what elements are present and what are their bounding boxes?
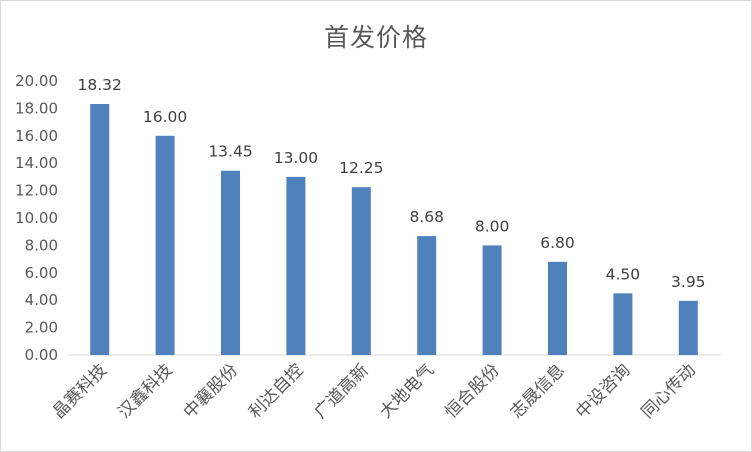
y-tick-label: 20.00 — [15, 72, 58, 90]
y-tick-label: 16.00 — [15, 127, 58, 145]
x-category-label: 恒合股份 — [441, 360, 503, 422]
bar — [90, 104, 110, 356]
y-tick-label: 12.00 — [15, 182, 58, 200]
chart-title: 首发价格 — [323, 23, 428, 52]
data-label: 13.45 — [208, 143, 252, 161]
data-label: 16.00 — [143, 108, 187, 126]
x-category-label: 志晟信息 — [507, 360, 569, 422]
data-label: 3.95 — [671, 273, 706, 291]
y-tick-label: 18.00 — [15, 99, 58, 117]
bar — [678, 300, 698, 355]
x-category-label: 中设咨询 — [572, 360, 634, 422]
y-tick-label: 4.00 — [25, 291, 58, 309]
bar — [482, 245, 502, 355]
y-tick-label: 8.00 — [25, 236, 58, 254]
y-tick-label: 14.00 — [15, 154, 58, 172]
bar — [286, 176, 306, 355]
x-category-label: 利达自控 — [245, 360, 307, 422]
x-category-label: 晶赛科技 — [48, 360, 111, 423]
x-category-label: 中襄股份 — [179, 360, 242, 423]
x-category-label: 广道高新 — [311, 360, 373, 422]
bar — [155, 135, 175, 355]
bar — [548, 261, 567, 355]
bar — [613, 293, 633, 355]
data-label: 8.68 — [409, 208, 444, 226]
bar — [417, 236, 437, 355]
data-label: 4.50 — [606, 265, 641, 283]
y-tick-label: 6.00 — [25, 264, 58, 282]
data-label: 18.32 — [78, 76, 122, 94]
bar — [221, 170, 240, 355]
x-category-label: 大地电气 — [376, 360, 438, 422]
data-label: 12.25 — [339, 159, 383, 177]
data-label: 13.00 — [274, 149, 318, 167]
x-category-label: 汉鑫科技 — [114, 360, 176, 422]
data-label: 6.80 — [540, 234, 575, 252]
data-label: 8.00 — [475, 217, 510, 235]
y-tick-label: 10.00 — [15, 209, 58, 227]
bar — [351, 187, 371, 355]
y-tick-label: 2.00 — [25, 319, 58, 337]
x-category-label: 同心传动 — [638, 360, 700, 422]
y-tick-label: 0.00 — [25, 346, 58, 364]
